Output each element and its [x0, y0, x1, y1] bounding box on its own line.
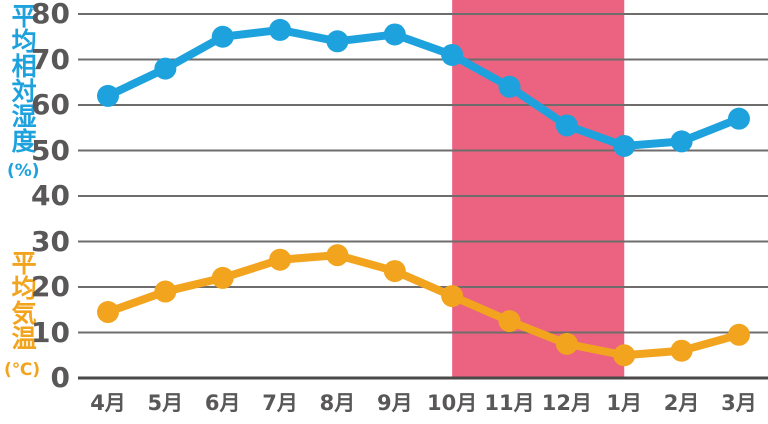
x-tick-label-12月: 12月 [541, 391, 592, 415]
x-tick-label-6月: 6月 [204, 391, 241, 415]
highlight-band [452, 0, 625, 378]
humidity-axis-title: 平均相対湿度 [11, 2, 37, 156]
y-tick-label-10: 10 [31, 315, 70, 349]
x-tick-label-2月: 2月 [663, 391, 700, 415]
x-tick-label-3月: 3月 [721, 391, 757, 415]
humidity-point-7月 [269, 18, 292, 41]
temperature-axis-unit: (℃) [4, 360, 41, 380]
x-tick-label-10月: 10月 [427, 391, 478, 415]
y-tick-label-0: 0 [50, 361, 70, 394]
temperature-point-7月 [269, 248, 292, 271]
y-tick-label-20: 20 [31, 270, 70, 303]
humidity-point-6月 [211, 25, 234, 48]
humidity-line [104, 25, 743, 150]
y-tick-label-40: 40 [31, 179, 70, 212]
humidity-axis-unit: (%) [7, 161, 40, 181]
y-tick-label-70: 70 [31, 42, 70, 76]
x-tick-label-5月: 5月 [147, 391, 184, 415]
humidity-point-11月 [498, 75, 521, 98]
y-tick-label-80: 80 [31, 0, 70, 30]
humidity-point-2月 [670, 130, 693, 153]
x-tick-label-8月: 8月 [319, 391, 356, 415]
humidity-point-9月 [383, 23, 406, 46]
temperature-point-11月 [498, 310, 521, 333]
temperature-point-5月 [154, 280, 177, 303]
y-tick-label-50: 50 [31, 133, 70, 167]
temperature-point-6月 [211, 266, 234, 289]
humidity-point-5月 [154, 57, 177, 80]
humidity-point-10月 [441, 43, 464, 66]
temperature-point-2月 [670, 339, 693, 362]
x-tick-label-11月: 11月 [484, 391, 535, 415]
x-tick-label-1月: 1月 [606, 391, 643, 415]
temperature-point-12月 [555, 332, 578, 355]
temperature-point-3月 [727, 323, 750, 346]
temperature-point-9月 [383, 260, 406, 283]
humidity-point-3月 [727, 107, 750, 130]
humidity-point-1月 [613, 134, 636, 157]
temperature-point-1月 [613, 344, 636, 367]
y-tick-label-60: 60 [31, 88, 70, 121]
x-tick-label-4月: 4月 [90, 391, 126, 415]
x-tick-label-9月: 9月 [376, 391, 413, 415]
temperature-point-8月 [326, 244, 349, 267]
temperature-point-4月 [97, 301, 119, 324]
temperature-point-10月 [441, 285, 464, 308]
humidity-point-8月 [326, 30, 349, 53]
x-tick-label-7月: 7月 [262, 391, 298, 415]
temperature-axis-title: 平均気温 [11, 249, 37, 353]
humidity-point-4月 [97, 84, 119, 107]
temperature-line [104, 251, 743, 360]
humidity-point-12月 [555, 114, 578, 137]
y-tick-label-30: 30 [31, 224, 70, 258]
